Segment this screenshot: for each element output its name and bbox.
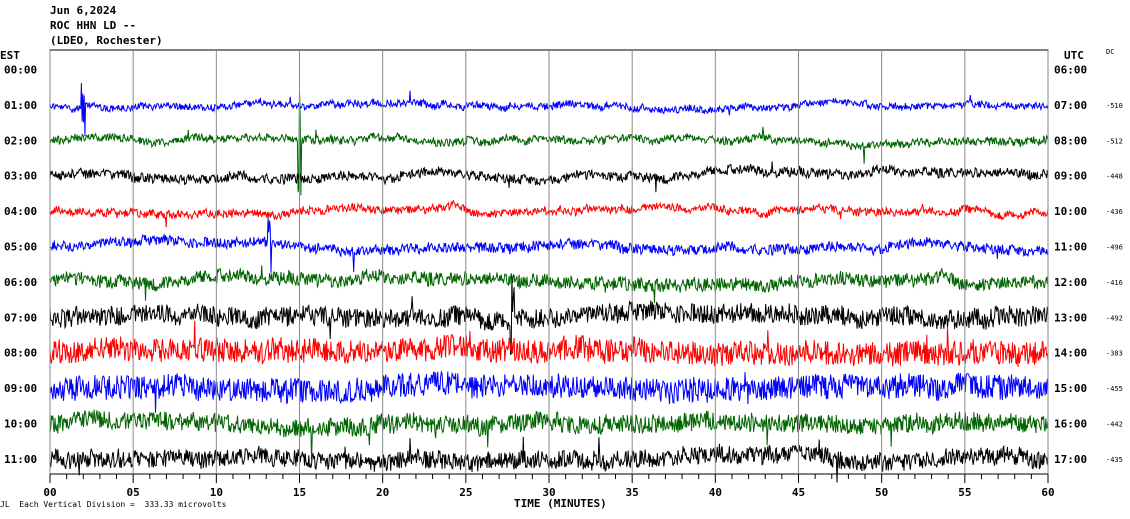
right-zone-label: UTC (1064, 49, 1084, 62)
utc-label-9: 15:00 (1054, 382, 1087, 395)
x-axis-label: TIME (MINUTES) (514, 497, 607, 510)
utc-label-5: 11:00 (1054, 241, 1087, 254)
utc-label-1: 07:00 (1054, 99, 1087, 112)
header-network: (LDEO, Rochester) (50, 34, 163, 47)
left-zone-label: EST (0, 49, 20, 62)
utc-label-8: 14:00 (1054, 347, 1087, 360)
header-station: ROC HHN LD -- (50, 19, 137, 32)
dc-value-6: -416 (1106, 279, 1123, 287)
est-label-4: 04:00 (4, 205, 37, 218)
x-tick-label-12: 60 (1041, 486, 1054, 499)
utc-label-7: 13:00 (1054, 311, 1087, 324)
dc-value-3: -448 (1106, 173, 1123, 181)
utc-label-11: 17:00 (1054, 453, 1087, 466)
est-label-5: 05:00 (4, 241, 37, 254)
x-tick-label-11: 55 (958, 486, 971, 499)
x-tick-label-4: 20 (376, 486, 389, 499)
utc-label-3: 09:00 (1054, 170, 1087, 183)
x-tick-label-10: 50 (875, 486, 888, 499)
utc-label-6: 12:00 (1054, 276, 1087, 289)
est-label-7: 07:00 (4, 311, 37, 324)
dc-value-2: -512 (1106, 137, 1123, 145)
dc-value-1: -510 (1106, 102, 1123, 110)
utc-label-4: 10:00 (1054, 205, 1087, 218)
est-label-1: 01:00 (4, 99, 37, 112)
x-tick-label-9: 45 (792, 486, 805, 499)
dc-value-11: -435 (1106, 456, 1123, 464)
est-label-10: 10:00 (4, 418, 37, 431)
footer-division-text: Each Vertical Division = 333.33 microvol… (19, 500, 227, 509)
est-label-8: 08:00 (4, 347, 37, 360)
dc-value-9: -455 (1106, 385, 1123, 393)
dc-value-10: -442 (1106, 421, 1123, 429)
utc-label-0: 06:00 (1054, 64, 1087, 77)
dc-value-7: -492 (1106, 314, 1123, 322)
x-tick-label-8: 40 (709, 486, 722, 499)
header-date: Jun 6,2024 (50, 4, 117, 17)
est-label-0: 00:00 (4, 64, 37, 77)
x-tick-label-6: 30 (542, 486, 555, 499)
est-label-6: 06:00 (4, 276, 37, 289)
dc-value-5: -496 (1106, 244, 1123, 252)
est-label-11: 11:00 (4, 453, 37, 466)
est-label-2: 02:00 (4, 134, 37, 147)
dc-value-4: -436 (1106, 208, 1123, 216)
footer-mark: JL (0, 500, 10, 509)
x-tick-label-2: 10 (210, 486, 223, 499)
x-tick-label-5: 25 (459, 486, 472, 499)
x-tick-label-3: 15 (293, 486, 306, 499)
est-label-9: 09:00 (4, 382, 37, 395)
x-tick-label-1: 05 (127, 486, 140, 499)
x-tick-label-7: 35 (626, 486, 639, 499)
utc-label-2: 08:00 (1054, 134, 1087, 147)
est-label-3: 03:00 (4, 170, 37, 183)
footer-note: JL Each Vertical Division = 333.33 micro… (0, 500, 226, 509)
dc-label: DC (1106, 48, 1115, 56)
x-tick-label-0: 00 (43, 486, 56, 499)
utc-label-10: 16:00 (1054, 418, 1087, 431)
dc-value-8: -383 (1106, 350, 1123, 358)
